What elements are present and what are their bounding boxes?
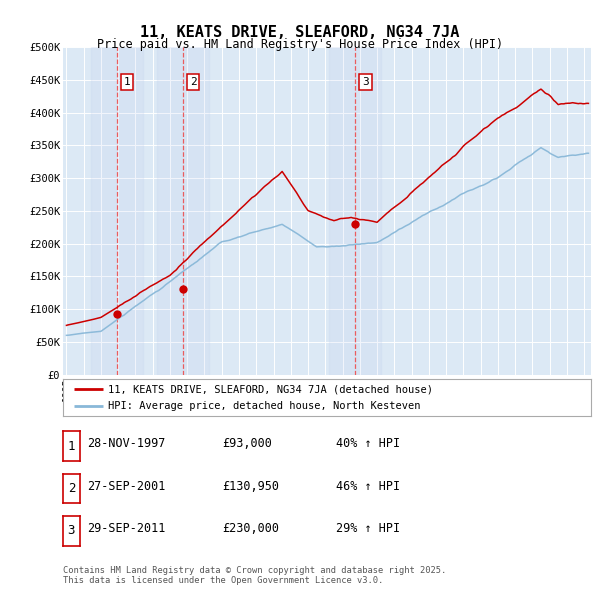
- Text: 46% ↑ HPI: 46% ↑ HPI: [336, 480, 400, 493]
- Bar: [91, 47, 143, 375]
- Text: 11, KEATS DRIVE, SLEAFORD, NG34 7JA (detached house): 11, KEATS DRIVE, SLEAFORD, NG34 7JA (det…: [108, 384, 433, 394]
- Text: 28-NOV-1997: 28-NOV-1997: [87, 437, 166, 450]
- Bar: [157, 47, 209, 375]
- Bar: [329, 47, 381, 375]
- Text: 2: 2: [68, 482, 75, 495]
- Text: HPI: Average price, detached house, North Kesteven: HPI: Average price, detached house, Nort…: [108, 401, 421, 411]
- Text: 27-SEP-2001: 27-SEP-2001: [87, 480, 166, 493]
- Text: Price paid vs. HM Land Registry's House Price Index (HPI): Price paid vs. HM Land Registry's House …: [97, 38, 503, 51]
- Text: Contains HM Land Registry data © Crown copyright and database right 2025.
This d: Contains HM Land Registry data © Crown c…: [63, 566, 446, 585]
- Text: 1: 1: [124, 77, 130, 87]
- Text: 3: 3: [68, 525, 75, 537]
- Text: £130,950: £130,950: [222, 480, 279, 493]
- Text: 40% ↑ HPI: 40% ↑ HPI: [336, 437, 400, 450]
- Text: 29% ↑ HPI: 29% ↑ HPI: [336, 522, 400, 535]
- Text: 1: 1: [68, 440, 75, 453]
- Text: 2: 2: [190, 77, 196, 87]
- Text: 11, KEATS DRIVE, SLEAFORD, NG34 7JA: 11, KEATS DRIVE, SLEAFORD, NG34 7JA: [140, 25, 460, 40]
- Text: £93,000: £93,000: [222, 437, 272, 450]
- Text: 29-SEP-2011: 29-SEP-2011: [87, 522, 166, 535]
- Text: £230,000: £230,000: [222, 522, 279, 535]
- Text: 3: 3: [362, 77, 369, 87]
